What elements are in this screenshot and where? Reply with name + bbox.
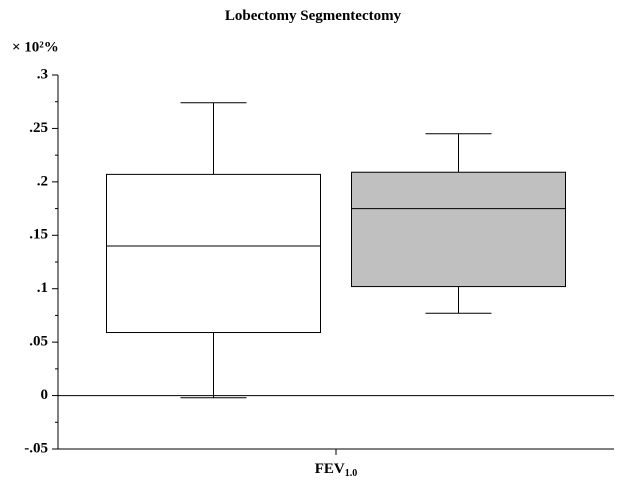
x-label-subscript: 1.0 (345, 468, 358, 479)
y-tick-label: .3 (37, 66, 48, 82)
y-axis-label: × 10²% (12, 39, 59, 55)
y-tick-label: .1 (37, 280, 48, 296)
box (351, 171, 566, 288)
box (106, 173, 321, 334)
y-tick-label: .15 (29, 227, 48, 243)
y-tick-label: .25 (29, 120, 48, 136)
y-tick-label: .2 (37, 173, 48, 189)
chart-title: Lobectomy Segmentectomy (225, 8, 402, 24)
y-tick-label: .05 (29, 334, 48, 350)
series-name: Lobectomy (225, 8, 297, 24)
series-name: Segmentectomy (300, 8, 401, 24)
y-tick-label: -.05 (24, 440, 48, 456)
x-label-text: FEV (315, 461, 345, 477)
y-tick-label: 0 (41, 387, 49, 403)
x-axis-label: FEV1.0 (315, 461, 358, 479)
